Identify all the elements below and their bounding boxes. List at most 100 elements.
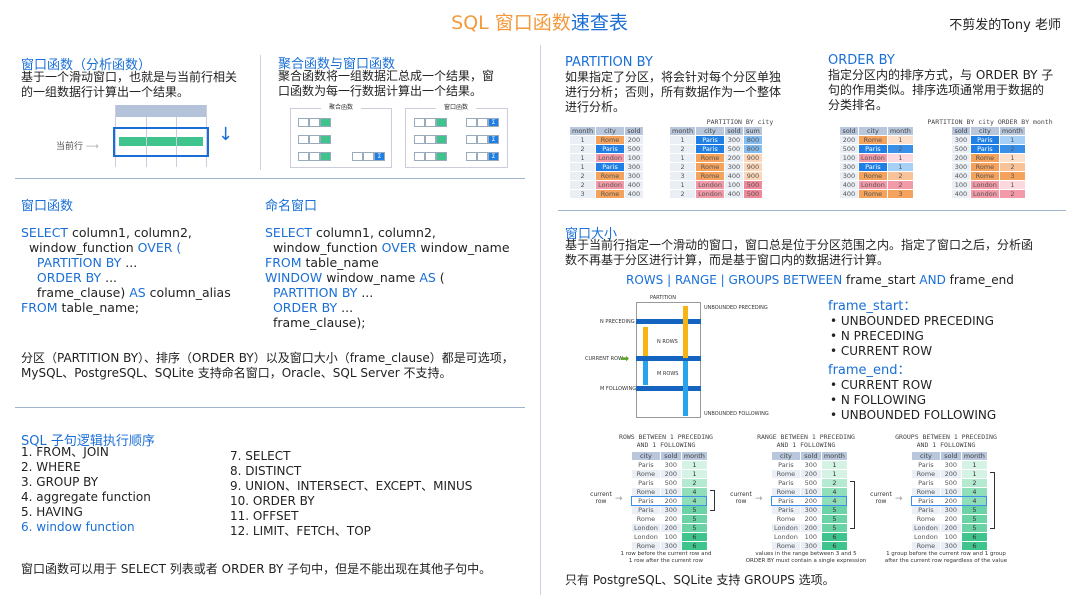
frame-example: GROUPS BETWEEN 1 PRECEDING AND 1 FOLLOWI… [870,433,1016,564]
table-header: city sold month [912,452,987,460]
table-cell: Paris [632,479,660,487]
sql-keyword: SELECT [21,225,69,240]
row-cells: Σ [466,118,499,127]
text-line: 数不再基于分区进行计算，而是基于窗口内的数据进行计算。 [565,253,890,267]
table-cell: 1 [887,136,913,144]
table-cell: 2 [999,190,1025,198]
column-header: month [821,452,847,460]
label: UNBOUNDED FOLLOWING [704,411,769,417]
cell [425,118,436,127]
example-description: 1 group before the current row and 1 gro… [886,551,1006,557]
table-cell: 5 [821,515,847,523]
column-header: month [999,127,1025,135]
table-row: London 200 5 [912,524,987,532]
table-cell: London [772,524,800,532]
table-cell: 1 [681,461,707,469]
arrow-right-icon: → [895,494,903,504]
label: M FOLLOWING [600,386,637,392]
code-text: window_function [265,240,382,255]
order-item: 5. HAVING [21,505,83,519]
table-cell: 5 [961,515,987,523]
current-row-highlight [911,496,987,506]
table-cell: Rome [859,172,887,180]
table-cell: 2 [670,163,696,171]
table-row: 1 Rome 200 [570,136,643,144]
table-row: 300 Paris 1 [952,136,1025,144]
table-cell: 1 [887,163,913,171]
page-title: SQL 窗口函数速查表 [0,8,1079,35]
frame-start-title: frame_start： [828,299,917,314]
table-header: city sold month [632,452,707,460]
row-cells [414,118,447,127]
table-cell: Rome [632,470,660,478]
label: 当前行 [56,142,84,152]
table-cell: 5 [821,506,847,514]
table-cell: Paris [596,163,624,171]
data-table: city sold month Paris 300 1 Rome 200 1 Paris 500 2 R… [911,451,988,551]
table-cell: 300 [940,506,961,514]
current-row-highlight [771,496,847,506]
table-cell: 2 [999,145,1025,153]
column-header: sold [660,452,681,460]
current-row-label: current row [730,491,752,505]
table-cell: 300 [624,172,643,180]
code-line: frame_clause) AS column_alias [21,285,231,300]
table-cell: London [696,190,724,198]
text-line: 进行分析。 [565,100,626,114]
table-cell: 400 [724,190,743,198]
table-row: 2 London 400 500 [670,190,762,198]
cell [414,118,425,127]
order-item: 1. FROM、JOIN [21,445,109,459]
table-cell: Rome [696,154,724,162]
column-header: city [859,127,887,135]
table-cell: 200 [940,497,961,505]
column-header: sold [724,127,743,135]
code-text: ( [435,270,445,285]
table-row: London 200 5 [772,524,847,532]
table-cell: 4 [821,497,847,505]
table-row: London 100 6 [772,533,847,541]
order-item: 11. OFFSET [230,509,299,523]
row-cells [298,135,331,144]
table-cell: 300 [660,506,681,514]
table-cell: 1 [670,154,696,162]
table-header: month city sold [570,127,643,135]
column-header: month [887,127,913,135]
column-header: month [570,127,596,135]
table-cell: 1 [961,470,987,478]
sql-keyword: ROWS | RANGE | GROUPS BETWEEN [626,273,847,287]
text-line: 指定分区内的排序方式，与 ORDER BY 子 [828,68,1054,82]
table-cell: 2 [887,145,913,153]
table-row: Paris 300 1 [632,461,707,469]
code-text: table_name [301,255,379,270]
table-row: 500 Paris 2 [952,145,1025,153]
syntax-code: SELECT column1, column2, window_function… [21,225,231,315]
cell [436,135,447,144]
cell: Σ [488,135,499,144]
code-line: FROM table_name [265,255,510,270]
table-row: 300 Rome 2 [952,163,1025,171]
table-cell: London [632,533,660,541]
table-row: 2 London 400 [570,181,643,189]
table-cell: Paris [859,145,887,153]
table-cell: 500 [724,145,743,153]
table-row: 1 Paris 300 [570,163,643,171]
table-cell: Rome [772,470,800,478]
table-cell: Rome [859,136,887,144]
order-item: 7. SELECT [230,449,291,463]
table-cell: 5 [961,524,987,532]
table-cell: 6 [821,542,847,550]
table-row: Rome 200 1 [632,470,707,478]
code-text: frame_start [846,273,920,287]
cell [320,135,331,144]
table-cell: Rome [696,172,724,180]
table-cell: 300 [940,542,961,550]
table-cell: 300 [624,163,643,171]
cell: Σ [488,118,499,127]
column-header: sold [940,452,961,460]
current-row-highlight [631,496,707,506]
agg-text: 聚合函数将一组数据汇总成一个结果，窗 口函数为每一行数据计算出一个结果。 [278,69,494,99]
table-cell: 500 [624,145,643,153]
table-cell: 300 [724,136,743,144]
table-cell: 300 [952,163,970,171]
